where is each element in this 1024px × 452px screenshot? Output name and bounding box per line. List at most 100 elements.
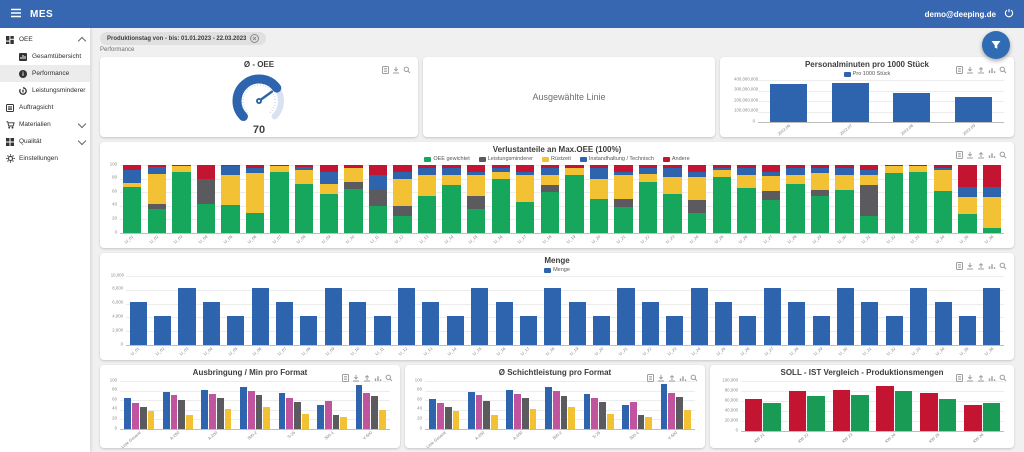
download-icon[interactable] bbox=[966, 257, 974, 275]
zoom-icon[interactable] bbox=[999, 61, 1007, 79]
y-tick-label: 40 bbox=[112, 203, 117, 208]
zoom-icon[interactable] bbox=[999, 257, 1007, 275]
bar-segment bbox=[540, 185, 560, 193]
report-icon[interactable] bbox=[956, 61, 963, 79]
gridline bbox=[425, 390, 695, 392]
report-icon[interactable] bbox=[956, 369, 963, 387]
export-icon[interactable] bbox=[977, 146, 985, 164]
zoom-icon[interactable] bbox=[690, 369, 698, 387]
sidebar-item-leistungsminderer[interactable]: Leistungsminderer bbox=[0, 82, 90, 99]
x-tick-label: 2022.06 bbox=[777, 123, 792, 137]
bar bbox=[715, 302, 733, 345]
download-icon[interactable] bbox=[966, 61, 974, 79]
bar-segment bbox=[295, 170, 314, 185]
sidebar-item-performance[interactable]: Performance bbox=[0, 65, 90, 82]
zoom-icon[interactable] bbox=[385, 369, 393, 387]
bar-segment bbox=[663, 193, 682, 233]
chart-icon[interactable] bbox=[374, 369, 382, 387]
export-icon[interactable] bbox=[977, 61, 985, 79]
bar-segment bbox=[761, 171, 781, 176]
bar-segment bbox=[761, 165, 781, 172]
chip-close-icon[interactable] bbox=[250, 34, 260, 43]
bar-segment bbox=[884, 166, 903, 174]
bar-segment bbox=[417, 168, 437, 176]
zoom-icon[interactable] bbox=[403, 61, 411, 79]
x-tick-label: 500-2 bbox=[552, 430, 563, 441]
chart-icon[interactable] bbox=[988, 369, 996, 387]
sidebar-item-materialien[interactable]: Materialien bbox=[0, 116, 90, 133]
bar-segment bbox=[712, 177, 731, 233]
sidebar-item-qualitaet[interactable]: Qualität bbox=[0, 133, 90, 150]
menu-hamburger-icon[interactable] bbox=[10, 5, 22, 23]
y-tick-label: 80 bbox=[112, 175, 117, 181]
chart-icon[interactable] bbox=[679, 369, 687, 387]
x-tick-label: LI_10 bbox=[345, 234, 356, 245]
bar-segment bbox=[786, 165, 805, 169]
bar-segment bbox=[270, 171, 289, 233]
sidebar-item-gesamtuebersicht[interactable]: Gesamtübersicht bbox=[0, 48, 90, 65]
bar bbox=[202, 302, 220, 345]
bar-segment bbox=[270, 166, 289, 172]
bar bbox=[317, 405, 324, 429]
chart-icon[interactable] bbox=[988, 257, 996, 275]
export-icon[interactable] bbox=[363, 369, 371, 387]
sidebar-item-oee[interactable]: OEE bbox=[0, 31, 90, 48]
zoom-icon[interactable] bbox=[999, 146, 1007, 164]
bar bbox=[894, 391, 913, 431]
bar-segment bbox=[196, 204, 216, 233]
export-icon[interactable] bbox=[977, 369, 985, 387]
x-tick-label: A-250 bbox=[474, 430, 486, 441]
zoom-icon[interactable] bbox=[999, 369, 1007, 387]
export-icon[interactable] bbox=[668, 369, 676, 387]
filter-fab-button[interactable] bbox=[982, 31, 1010, 59]
gridline bbox=[758, 111, 1004, 113]
chart-icon[interactable] bbox=[988, 146, 996, 164]
x-tick-label: KW 22 bbox=[797, 432, 810, 444]
gridline bbox=[425, 409, 695, 411]
x-tick-label: LI_09 bbox=[325, 346, 336, 357]
legend-item[interactable]: OEE gewichtet bbox=[424, 156, 470, 162]
x-tick-label: LI_07 bbox=[276, 346, 288, 357]
legend-item[interactable]: Leistungsminderer bbox=[478, 156, 533, 162]
download-icon[interactable] bbox=[657, 369, 665, 387]
legend-item[interactable]: Instandhaltung / Technisch bbox=[579, 156, 654, 162]
bar-segment bbox=[859, 185, 879, 216]
sidebar-item-label: Einstellungen bbox=[19, 155, 59, 162]
bar bbox=[763, 402, 781, 431]
bar-segment bbox=[859, 216, 879, 233]
export-icon[interactable] bbox=[977, 257, 985, 275]
x-tick-label: LI_14 bbox=[447, 346, 458, 357]
bar-segment bbox=[835, 175, 854, 191]
bar bbox=[209, 394, 216, 429]
legend-item[interactable]: Menge bbox=[544, 267, 570, 273]
sidebar-item-einstellungen[interactable]: Einstellungen bbox=[0, 150, 90, 167]
legend-swatch bbox=[843, 71, 851, 77]
bar bbox=[446, 316, 464, 345]
logout-power-icon[interactable] bbox=[1004, 5, 1014, 23]
report-icon[interactable] bbox=[382, 61, 389, 79]
filter-chip-produktionstag[interactable]: Produktionstag von - bis: 01.01.2023 - 2… bbox=[100, 32, 267, 45]
oee-gauge bbox=[106, 70, 412, 128]
legend-item[interactable]: Rüstzeit bbox=[541, 156, 571, 162]
download-icon[interactable] bbox=[352, 369, 360, 387]
download-icon[interactable] bbox=[966, 146, 974, 164]
chart-icon[interactable] bbox=[988, 61, 996, 79]
card-actions bbox=[956, 257, 1007, 275]
legend-item[interactable]: Andere bbox=[662, 156, 690, 162]
report-icon[interactable] bbox=[956, 146, 963, 164]
bar-segment bbox=[123, 169, 142, 184]
gridline bbox=[425, 429, 695, 430]
legend-item[interactable]: Pro 1000 Stück bbox=[843, 71, 890, 77]
y-tick-label: 0 bbox=[120, 342, 123, 347]
x-tick-label: LI_02 bbox=[149, 234, 160, 245]
download-icon[interactable] bbox=[966, 369, 974, 387]
bar-segment bbox=[540, 165, 560, 169]
sidebar-item-auftragsicht[interactable]: Auftragsicht bbox=[0, 99, 90, 116]
report-icon[interactable] bbox=[956, 257, 963, 275]
report-icon[interactable] bbox=[647, 369, 654, 387]
download-icon[interactable] bbox=[392, 61, 400, 79]
report-icon[interactable] bbox=[342, 369, 349, 387]
x-tick-label: LI_06 bbox=[247, 234, 258, 245]
bar-segment bbox=[147, 165, 167, 168]
bar bbox=[544, 287, 562, 345]
